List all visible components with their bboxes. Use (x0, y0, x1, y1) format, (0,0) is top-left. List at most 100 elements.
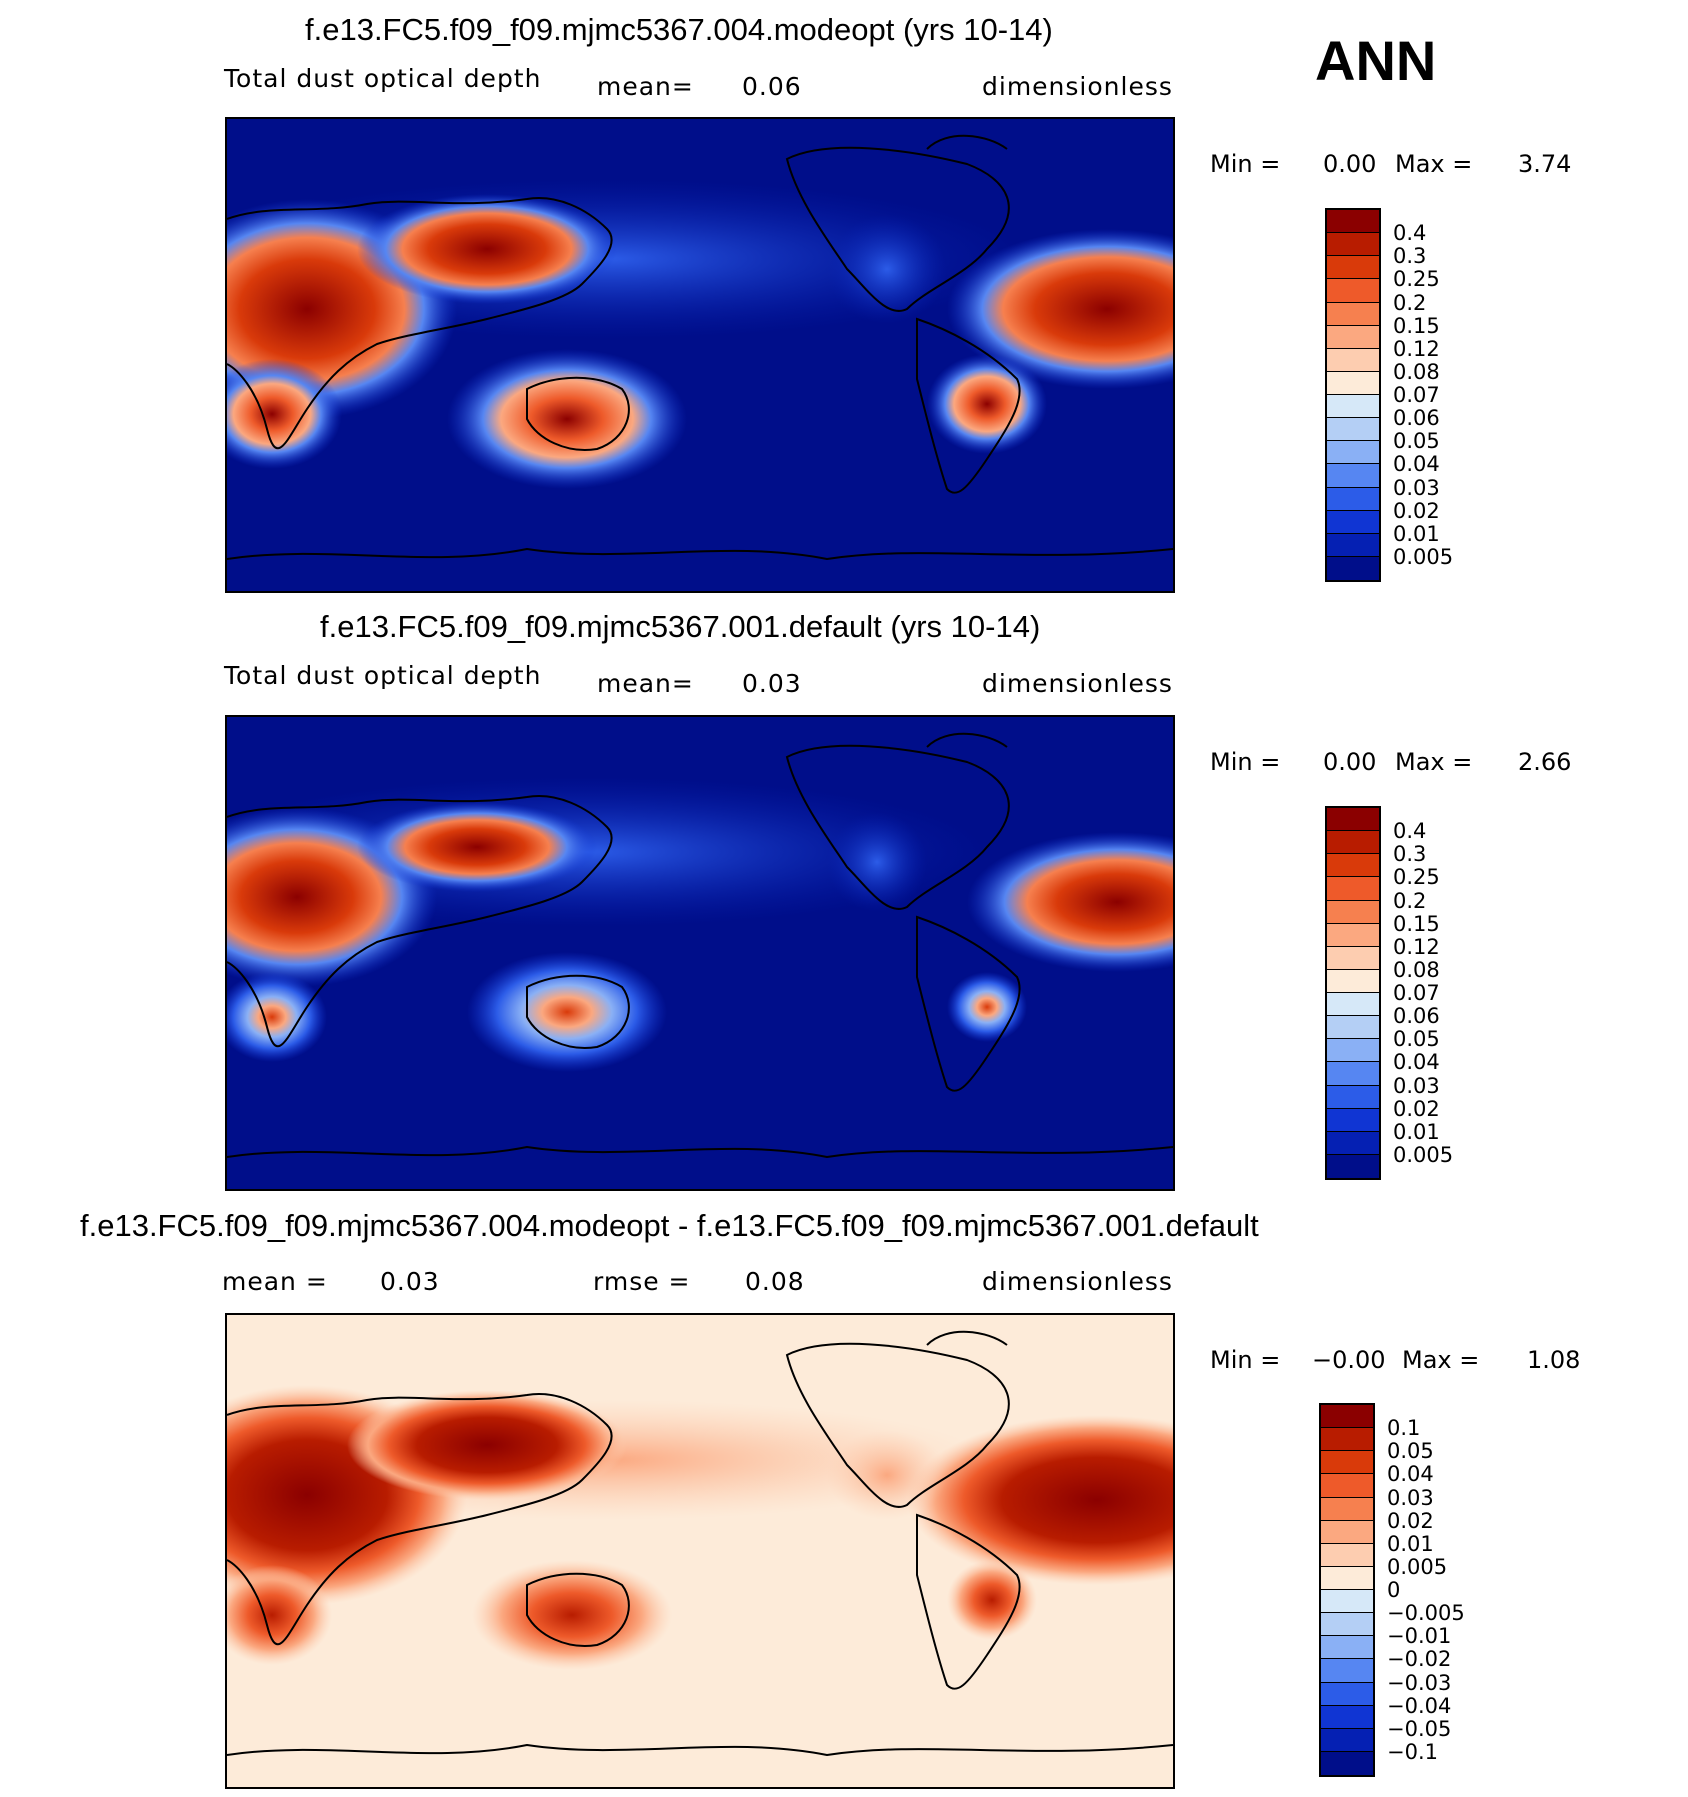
panel-1-min-value: 0.00 (1323, 150, 1377, 178)
panel-1-min-label: Min = (1210, 150, 1281, 178)
colorbar-level-label: −0.03 (1387, 1670, 1452, 1695)
colorbar-level-label: 0.02 (1393, 1096, 1440, 1121)
colorbar-level-label: 0.12 (1393, 934, 1440, 959)
colorbar-swatch (1327, 854, 1379, 878)
colorbar-swatch (1321, 1474, 1373, 1498)
panel-3-max-value: 1.08 (1527, 1346, 1581, 1374)
colorbar-swatch (1327, 487, 1379, 511)
diff-plume-asia (347, 1390, 627, 1500)
colorbar-level-label: 0.4 (1393, 819, 1427, 844)
colorbar-swatch (1327, 1016, 1379, 1040)
colorbar-level-label: 0.07 (1393, 383, 1440, 407)
panel-2-mean-value: 0.03 (742, 669, 802, 698)
colorbar-level-label: 0.04 (1387, 1462, 1434, 1487)
dust-plume-asia (357, 194, 617, 304)
dust-plume-atlantic (967, 832, 1173, 972)
panel-1-colorbar (1325, 208, 1381, 582)
panel-3-max-label: Max = (1402, 1346, 1480, 1374)
colorbar-swatch (1327, 1039, 1379, 1063)
colorbar-swatch (1327, 371, 1379, 395)
colorbar-swatch (1327, 808, 1379, 832)
panel-1-max-value: 3.74 (1518, 150, 1572, 178)
panel-3-min-value: −0.00 (1312, 1346, 1386, 1374)
colorbar-level-label: 0.07 (1393, 981, 1440, 1005)
panel-2-units: dimensionless (982, 669, 1173, 698)
colorbar-swatch (1321, 1543, 1373, 1567)
colorbar-swatch (1327, 233, 1379, 257)
colorbar-level-label: 0.01 (1387, 1531, 1434, 1556)
panel-3-units: dimensionless (982, 1267, 1173, 1296)
dust-plume-s-africa (227, 972, 327, 1062)
panel-2-map (225, 715, 1175, 1191)
colorbar-level-label: 0.08 (1393, 359, 1440, 384)
panel-1-title: f.e13.FC5.f09_f09.mjmc5367.004.modeopt (… (305, 12, 1053, 47)
colorbar-level-label: 0.12 (1393, 336, 1440, 361)
colorbar-swatch (1321, 1705, 1373, 1729)
colorbar-swatch (1327, 1131, 1379, 1155)
colorbar-swatch (1327, 923, 1379, 947)
colorbar-swatch (1321, 1590, 1373, 1614)
colorbar-level-label: −0.1 (1387, 1739, 1438, 1764)
colorbar-level-label: 0.005 (1387, 1554, 1448, 1579)
colorbar-swatch (1327, 325, 1379, 349)
coastlines (227, 732, 1173, 1159)
colorbar-level-label: 0.03 (1393, 1073, 1440, 1098)
panel-2-colorbar (1325, 806, 1381, 1180)
panel-2-max-value: 2.66 (1518, 748, 1572, 776)
colorbar-swatch (1327, 418, 1379, 442)
colorbar-swatch (1327, 256, 1379, 280)
colorbar-level-label: 0.4 (1393, 221, 1427, 246)
colorbar-level-label: 0.05 (1387, 1439, 1434, 1464)
colorbar-level-label: −0.02 (1387, 1647, 1452, 1672)
colorbar-level-label: 0.02 (1393, 498, 1440, 523)
panel-1-units: dimensionless (982, 72, 1173, 101)
colorbar-swatch (1321, 1751, 1373, 1775)
colorbar-level-label: 0.02 (1387, 1508, 1434, 1533)
colorbar-swatch (1327, 1062, 1379, 1086)
dust-plume-asia (357, 802, 597, 892)
colorbar-swatch (1321, 1520, 1373, 1544)
colorbar-level-label: 0 (1387, 1578, 1401, 1602)
colorbar-level-label: 0.03 (1387, 1485, 1434, 1510)
colorbar-level-label: −0.05 (1387, 1716, 1452, 1741)
colorbar-swatch (1327, 510, 1379, 534)
colorbar-level-label: 0.03 (1393, 475, 1440, 500)
colorbar-swatch (1327, 946, 1379, 970)
colorbar-swatch (1327, 302, 1379, 326)
colorbar-swatch (1321, 1682, 1373, 1706)
dust-plume-n-america (827, 214, 947, 324)
colorbar-level-label: 0.15 (1393, 313, 1440, 338)
colorbar-level-label: 0.01 (1393, 1119, 1440, 1144)
panel-3-title: f.e13.FC5.f09_f09.mjmc5367.004.modeopt -… (80, 1208, 1259, 1243)
colorbar-swatch (1327, 441, 1379, 465)
colorbar-level-label: 0.2 (1393, 888, 1427, 913)
colorbar-level-label: 0.05 (1393, 429, 1440, 454)
panel-3-map (225, 1313, 1175, 1789)
season-label: ANN (1315, 29, 1437, 92)
panel-3-rmse-label: rmse = (593, 1267, 691, 1296)
colorbar-swatch (1321, 1659, 1373, 1683)
colorbar-swatch (1321, 1566, 1373, 1590)
panel-2-min-value: 0.00 (1323, 748, 1377, 776)
panel-3-rmse-value: 0.08 (745, 1267, 805, 1296)
panel-1-mean-value: 0.06 (742, 72, 802, 101)
colorbar-level-label: 0.3 (1393, 244, 1427, 269)
panel-2-mean-label: mean= (597, 669, 694, 698)
colorbar-level-label: 0.04 (1393, 1050, 1440, 1075)
colorbar-swatch (1327, 1154, 1379, 1178)
colorbar-swatch (1327, 279, 1379, 303)
diff-plume-s-america (947, 1560, 1037, 1640)
panel-3-min-label: Min = (1210, 1346, 1281, 1374)
colorbar-swatch (1321, 1636, 1373, 1660)
colorbar-swatch (1321, 1728, 1373, 1752)
panel-1-map (225, 117, 1175, 593)
colorbar-level-label: 0.1 (1387, 1416, 1421, 1441)
colorbar-swatch (1327, 877, 1379, 901)
colorbar-level-label: 0.04 (1393, 452, 1440, 477)
panel-1-mean-label: mean= (597, 72, 694, 101)
panel-1-max-label: Max = (1395, 150, 1473, 178)
dust-plume-s-america (927, 354, 1047, 454)
colorbar-swatch (1321, 1497, 1373, 1521)
colorbar-level-label: −0.04 (1387, 1693, 1452, 1718)
colorbar-level-label: 0.01 (1393, 521, 1440, 546)
